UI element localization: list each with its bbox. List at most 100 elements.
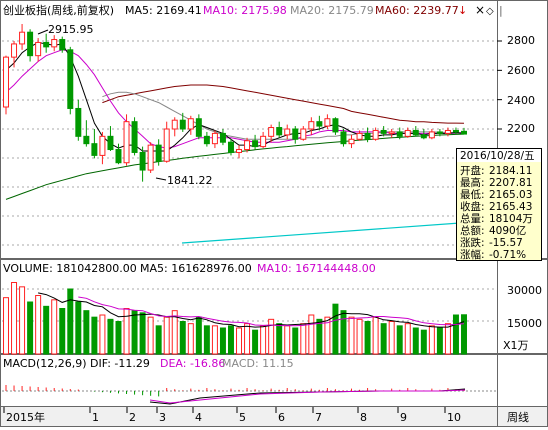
tooltip-row-label: 总量: [460,212,485,225]
volume-bar-up [51,299,58,355]
volume-bar-down [107,318,114,355]
low-pointer-line [155,177,167,181]
macd-name: MACD(12,26,9) [3,357,87,370]
candle [308,117,315,135]
low-label: 1841.22 [167,174,213,187]
candle [412,126,419,137]
candle [11,41,18,68]
candle [203,131,210,147]
header-arrow-icon: ↓ [458,4,467,17]
candle [372,127,379,141]
volume-bar-down [155,325,162,355]
volume-bar-up [11,282,18,355]
volume-bar-down [452,314,459,355]
candle [380,126,387,137]
candle-body-down [115,149,122,164]
volume-bar-up [123,308,130,355]
tooltip-panel: 2016/10/28/五 开盘: 2184.11 最高: 2207.81 最低: 2165… [456,148,542,261]
volume-tick-30000: 30000 [507,284,542,297]
candle-body-up [444,129,451,134]
volume-bar-down [461,314,467,355]
candle [388,129,395,138]
candle [179,112,186,132]
volume-bar-down [227,325,234,355]
price-grid [2,40,502,246]
candle-body-up [324,118,331,127]
candle [123,114,130,166]
volume-bar-up [348,316,355,355]
candlestick-series [3,23,467,182]
candle-body-down [461,130,467,135]
header-ma20: MA20: 2175.79 [290,4,374,17]
close-icon[interactable]: × [475,3,485,17]
ma60-line [102,84,465,124]
volume-bar-down [316,318,323,355]
candle-body-up [236,149,243,153]
candle-body-down [412,129,419,136]
high-pointer-line [37,29,49,35]
price-tick-2600: 2600 [507,64,535,77]
tooltip-row-value: -15.57 [489,237,523,249]
candle [276,121,283,138]
candle [340,129,347,147]
candle-body-up [372,129,379,140]
candle-body-up [308,121,315,130]
candle [436,129,443,137]
candle-body-down [131,121,138,153]
price-tick-2400: 2400 [507,94,535,107]
volume-bar-down [396,325,403,355]
candle [67,46,74,115]
volume-bar-down [83,310,90,355]
volume-bar-down [67,288,74,355]
candle-body-down [227,141,234,153]
candle [284,124,291,140]
macd-dea-line [149,389,466,404]
high-annotation: 2915.95 [37,23,94,36]
candle [348,134,355,149]
candle [19,23,26,50]
price-tick-2200: 2200 [507,122,535,135]
long-ma-line [5,133,465,200]
volume-bar-down [59,308,66,355]
candle-body-down [396,131,403,137]
tooltip-row-value: 2165.43 [489,201,532,213]
candle [187,115,194,135]
header-ma10: MA10: 2175.98 [203,4,287,17]
index-title: 创业板指(周线,前复权) [3,3,114,17]
volume-bar-down [252,329,259,355]
x-axis-label: 7 [315,411,322,424]
candle-body-up [163,128,170,162]
moving-average-lines [5,41,465,244]
cyan-trend-line [181,222,461,244]
candle-body-down [340,131,347,145]
volume-bar-up [35,295,42,355]
volume-bar-down [364,321,371,355]
candle-body-up [35,41,42,57]
candle [292,126,299,144]
volume-bar-down [179,321,186,355]
price-axis: 2800 2600 2400 2200 [507,34,535,135]
candle-body-down [139,151,146,171]
volume-bar-up [372,316,379,355]
volume-grid [2,288,496,322]
candle-body-up [388,131,395,134]
volume-bar-down [332,303,339,355]
volume-ma5-line [37,292,465,328]
ma5-line [5,41,465,152]
candle-body-up [211,132,218,145]
volume-tick-15000: 15000 [507,317,542,330]
tooltip-row-value: 2207.81 [489,177,532,189]
period-button[interactable]: 周线 [507,410,529,424]
volume-bar-up [99,314,106,355]
volume-bar-down [340,310,347,355]
candle [219,129,226,146]
candle [300,126,307,141]
tooltip-row-label: 开盘: [460,164,485,177]
volume-bar-up [388,321,395,355]
volume-bar-down [75,301,82,355]
diamond-nav-icon[interactable]: ◇ [486,6,494,17]
tooltip-date-bar [457,149,541,162]
candle [396,127,403,140]
